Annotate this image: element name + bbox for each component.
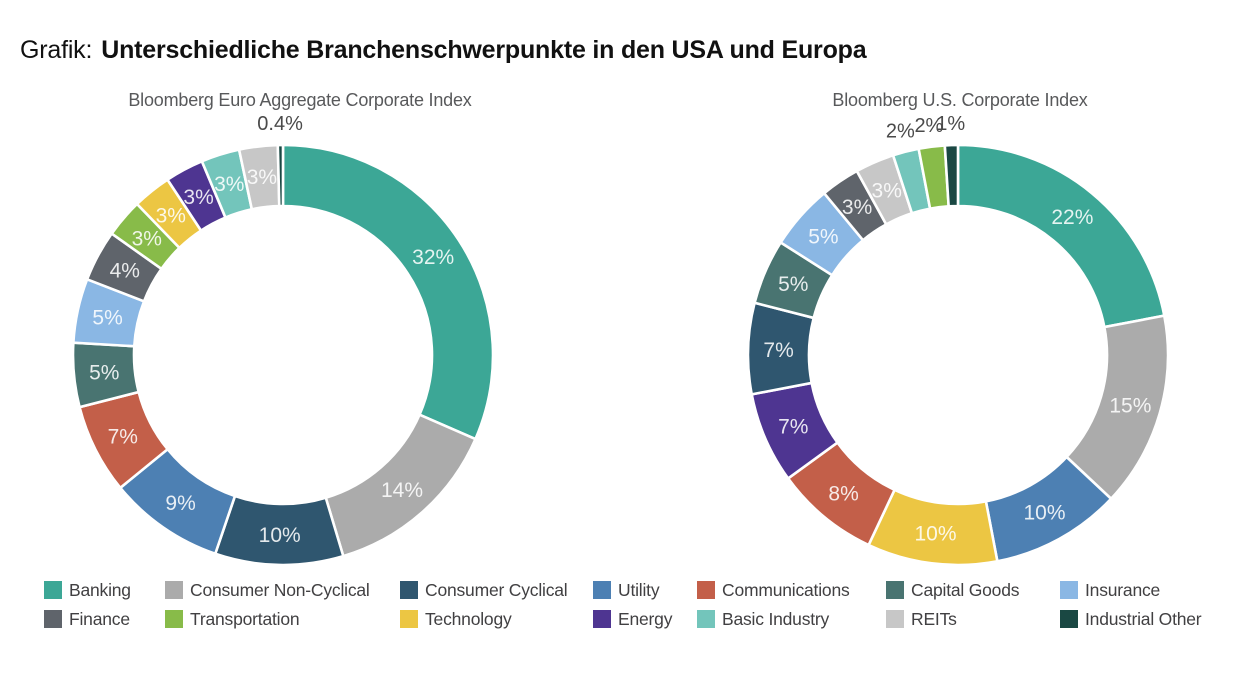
legend-item-basic_industry: Basic Industry [697,609,829,629]
legend-item-banking: Banking [44,580,131,600]
legend-label-energy: Energy [618,608,673,629]
slice-label-consumer_cyclical: 7% [763,339,793,362]
legend-swatch-utility [593,581,611,599]
legend-item-capital_goods: Capital Goods [886,580,1019,600]
slice-label-finance: 4% [110,259,140,282]
donut-slice-industrial_other [943,143,960,208]
donut-chart-euro-aggregate: 32%14%10%9%7%5%5%4%3%3%3%3% 3%0.4% [71,115,495,567]
legend-swatch-communications [697,581,715,599]
legend-swatch-finance [44,610,62,628]
page-title: Grafik: Unterschiedliche Branchenschwerpu… [20,36,867,65]
slice-label-capital_goods: 5% [89,362,119,385]
page-title-prefix: Grafik: [20,36,93,64]
legend-item-finance: Finance [44,609,130,629]
legend-swatch-banking [44,581,62,599]
legend-swatch-consumer_cyclical [400,581,418,599]
slice-label-reits: 3% [872,180,902,203]
legend-label-banking: Banking [69,579,131,600]
slice-label-consumer_cyclical: 10% [259,524,301,547]
slice-label-technology: 3% [156,204,186,227]
slice-label-basic_industry: 3% [214,173,244,196]
legend-item-technology: Technology [400,609,512,629]
legend-label-consumer_non_cyclical: Consumer Non-Cyclical [190,579,370,600]
slice-label-insurance: 5% [808,226,838,249]
legend-label-reits: REITs [911,608,957,629]
legend-swatch-consumer_non_cyclical [165,581,183,599]
legend-item-transportation: Transportation [165,608,300,629]
donut-slice-industrial_other [276,143,285,208]
legend-label-capital_goods: Capital Goods [911,579,1020,600]
slice-label-consumer_non_cyclical: 14% [381,479,423,502]
slice-label-transportation: 3% [132,227,162,250]
legend-label-insurance: Insurance [1085,579,1161,600]
legend-item-reits: REITs [886,609,957,629]
legend-label-industrial_other: Industrial Other [1085,608,1202,629]
legend-swatch-transportation [165,610,183,628]
legend-label-communications: Communications [722,579,850,600]
slice-label-finance: 3% [842,196,872,219]
slice-label-technology: 10% [914,522,956,545]
slice-label-utility: 10% [1023,502,1065,525]
legend-label-consumer_cyclical: Consumer Cyclical [425,579,568,600]
slice-label-capital_goods: 5% [778,273,808,296]
legend-item-insurance: Insurance [1060,580,1160,600]
legend-swatch-industrial_other [1060,610,1078,628]
slice-label-banking: 32% [412,246,454,269]
legend-item-communications: Communications [697,580,850,600]
legend-swatch-reits [886,610,904,628]
donut-slice-banking [956,143,1166,329]
slice-label-insurance: 5% [92,306,122,329]
legend-swatch-capital_goods [886,581,904,599]
legend-swatch-energy [593,610,611,628]
legend-label-finance: Finance [69,608,130,629]
chart-title-us-index: Bloomberg U.S. Corporate Index [832,90,1088,110]
legend-swatch-technology [400,610,418,628]
donut-slice-banking [281,143,495,441]
legend-label-basic_industry: Basic Industry [722,608,830,629]
slice-label-energy: 7% [778,416,808,439]
slice-label-consumer_non_cyclical: 15% [1109,394,1151,417]
donut-chart-us-corporate: 22%15%10%10%8%7%7%5%5%3%3%2% 2%1% [746,115,1170,567]
legend-item-industrial_other: Industrial Other [1060,608,1202,629]
legend-swatch-basic_industry [697,610,715,628]
legend-label-utility: Utility [618,579,660,600]
slice-label-reits: 3% [247,166,277,189]
slice-label-communications: 8% [828,483,858,506]
slice-label-energy: 3% [183,186,213,209]
legend-label-transportation: Transportation [190,608,300,629]
legend-item-energy: Energy [593,609,672,629]
chart-title-euro-index: Bloomberg Euro Aggregate Corporate Index [128,90,472,110]
legend-item-utility: Utility [593,579,660,600]
legend-label-technology: Technology [425,608,512,629]
slice-label-industrial_other: 1% [936,115,965,135]
legend-item-consumer_cyclical: Consumer Cyclical [400,579,568,600]
slice-label-basic_industry: 2% [886,120,915,142]
page-title-main: Unterschiedliche Branchenschwerpunkte in… [101,36,867,64]
legend-swatch-insurance [1060,581,1078,599]
slice-label-communications: 7% [108,425,138,448]
slice-label-utility: 9% [165,492,195,515]
slice-label-banking: 22% [1051,206,1093,229]
legend-item-consumer_non_cyclical: Consumer Non-Cyclical [165,580,370,600]
slice-label-industrial_other: 0.4% [257,115,303,135]
slice-label-transportation: 2% [914,115,943,137]
